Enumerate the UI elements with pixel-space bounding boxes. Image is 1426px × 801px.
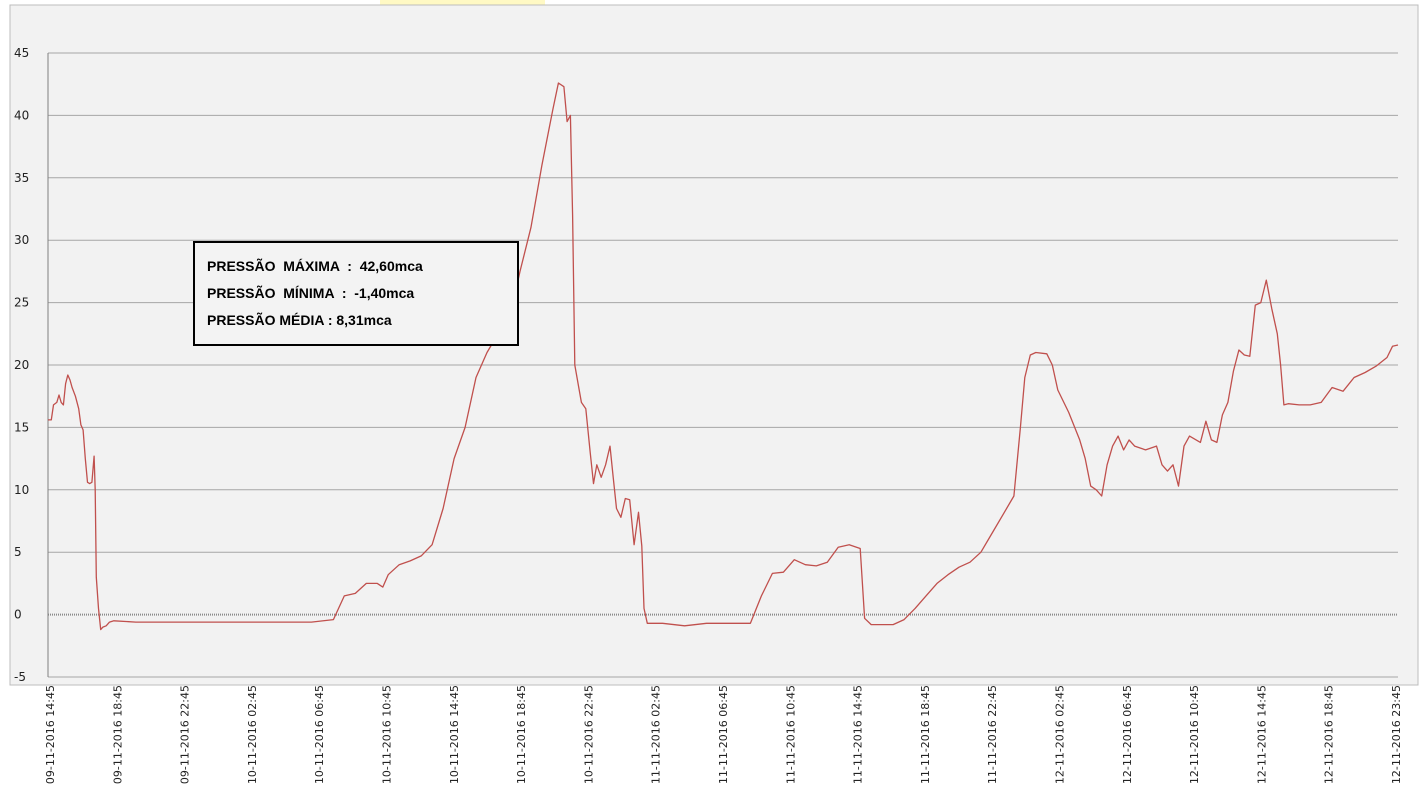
- x-tick-label: 10-11-2016 06:45: [313, 685, 326, 784]
- y-axis-ticks: -5 0 5 10 15 20 25 30 35 40 45: [14, 46, 29, 684]
- x-tick-label: 11-11-2016 10:45: [784, 685, 797, 784]
- pressure-series-line: [48, 82, 1399, 631]
- y-tick-label: 35: [14, 171, 29, 185]
- x-tick-label: 10-11-2016 18:45: [515, 685, 528, 784]
- x-tick-label: 12-11-2016 14:45: [1255, 685, 1268, 784]
- gridlines: [47, 52, 1398, 678]
- x-tick-label: 09-11-2016 14:45: [44, 685, 57, 784]
- x-tick-label: 11-11-2016 22:45: [986, 685, 999, 784]
- x-tick-label: 12-11-2016 18:45: [1323, 685, 1336, 784]
- y-tick-label: -5: [14, 670, 26, 684]
- y-tick-label: 5: [14, 545, 22, 559]
- y-tick-label: 15: [14, 420, 29, 434]
- x-tick-label: 12-11-2016 02:45: [1053, 685, 1066, 784]
- x-tick-label: 10-11-2016 22:45: [582, 685, 595, 784]
- x-tick-label: 11-11-2016 02:45: [650, 685, 663, 784]
- x-tick-label: 11-11-2016 06:45: [717, 685, 730, 784]
- y-tick-label: 30: [14, 233, 29, 247]
- x-tick-label: 10-11-2016 14:45: [448, 685, 461, 784]
- x-tick-label: 12-11-2016 23:45: [1390, 685, 1403, 784]
- x-tick-label: 11-11-2016 18:45: [919, 685, 932, 784]
- avg-pressure-label: PRESSÃO MÉDIA : 8,31mca: [207, 312, 392, 328]
- x-tick-label: 09-11-2016 18:45: [111, 685, 124, 784]
- y-tick-label: 45: [14, 46, 29, 60]
- series-layer: [48, 82, 1399, 631]
- y-tick-label: 25: [14, 296, 29, 310]
- max-pressure-label: PRESSÃO MÁXIMA : 42,60mca: [207, 258, 423, 274]
- pressure-stats-box: PRESSÃO MÁXIMA : 42,60mca PRESSÃO MÍNIMA…: [193, 241, 519, 346]
- min-pressure-label: PRESSÃO MÍNIMA : -1,40mca: [207, 285, 415, 301]
- y-tick-label: 0: [14, 608, 22, 622]
- x-tick-label: 10-11-2016 02:45: [246, 685, 259, 784]
- x-tick-label: 10-11-2016 10:45: [380, 685, 393, 784]
- y-tick-label: 40: [14, 108, 29, 122]
- x-tick-label: 09-11-2016 22:45: [179, 685, 192, 784]
- x-tick-label: 11-11-2016 14:45: [852, 685, 865, 784]
- y-tick-label: 20: [14, 358, 29, 372]
- x-tick-label: 12-11-2016 10:45: [1188, 685, 1201, 784]
- x-axis-ticks: 09-11-2016 14:45 09-11-2016 18:45 09-11-20…: [44, 685, 1403, 784]
- x-tick-label: 12-11-2016 06:45: [1121, 685, 1134, 784]
- y-tick-label: 10: [14, 483, 29, 497]
